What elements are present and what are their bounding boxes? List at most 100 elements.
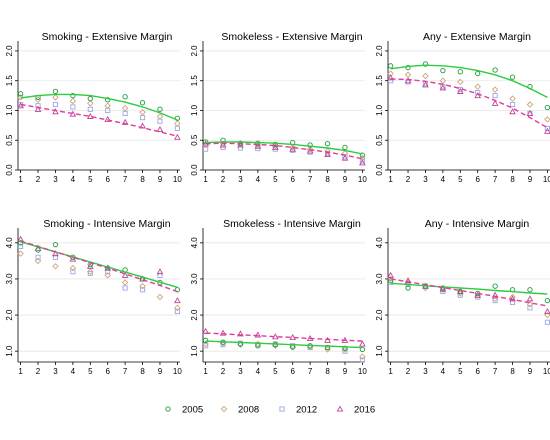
x-tick-label: 9	[343, 367, 348, 376]
y-tick-label: 3.0	[375, 273, 384, 285]
point-2016	[341, 154, 349, 161]
panel-3: Any - Extensive Margin 0.0 0.5 1.0 1.5 2.0 1 2 3…	[375, 31, 550, 184]
point-2016	[509, 108, 516, 115]
panel-5: Smokeless - Intensive Margin 1.0 2.0 3.0 4.0…	[190, 218, 367, 376]
panel-title: Any - Extensive Margin	[423, 31, 531, 43]
point-2008	[457, 78, 464, 86]
point-2008	[439, 77, 447, 84]
point-2005	[35, 247, 41, 253]
fit-line-2016	[205, 332, 363, 342]
point-2008	[17, 94, 24, 101]
point-2005	[342, 345, 348, 351]
point-2016	[86, 112, 94, 119]
point-2016	[156, 268, 164, 275]
x-tick-label: 3	[53, 367, 58, 376]
panel-4: Smoking - Intensive Margin 1.0 2.0 3.0 4.0 1 2…	[5, 218, 182, 376]
x-tick-label: 7	[308, 175, 313, 184]
point-2016	[174, 297, 181, 304]
point-2005	[122, 94, 128, 100]
legend-marker-2008	[220, 405, 228, 413]
fit-line-2005	[390, 64, 548, 99]
point-2016	[491, 99, 499, 106]
y-tick-label: 0.5	[5, 134, 14, 146]
legend-label: 2005	[182, 405, 203, 416]
x-tick-label: 7	[123, 367, 128, 376]
point-2012	[122, 285, 128, 291]
y-tick-label: 0.5	[375, 134, 384, 146]
point-2008	[237, 341, 244, 348]
point-2016	[456, 87, 464, 94]
y-tick-label: 3.0	[5, 273, 14, 285]
x-tick-label: 5	[88, 367, 93, 376]
y-tick-label: 1.0	[5, 345, 14, 357]
point-2012	[52, 254, 59, 260]
legend-label: 2012	[296, 405, 317, 416]
y-tick-label: 1.0	[190, 345, 199, 357]
point-2012	[139, 287, 146, 293]
point-2016	[289, 145, 297, 152]
x-tick-label: 10	[543, 367, 550, 376]
x-tick-label: 8	[140, 175, 145, 184]
point-2016	[52, 250, 59, 257]
point-2012	[35, 254, 41, 260]
x-tick-label: 1	[388, 175, 393, 184]
x-tick-label: 5	[88, 175, 93, 184]
point-2012	[87, 106, 93, 112]
point-2008	[87, 268, 94, 275]
point-2012	[157, 118, 163, 124]
point-2005	[405, 64, 411, 71]
point-2012	[174, 308, 180, 314]
x-tick-label: 5	[458, 175, 463, 184]
y-tick-label: 1.0	[375, 104, 384, 116]
point-2005	[139, 100, 146, 106]
point-2016	[324, 150, 331, 158]
point-2005	[52, 241, 59, 248]
x-tick-label: 6	[290, 367, 295, 376]
y-tick-label: 1.0	[190, 104, 199, 116]
point-2016	[387, 271, 394, 278]
x-tick-label: 2	[406, 175, 411, 184]
x-tick-label: 9	[343, 175, 348, 184]
point-2008	[121, 104, 129, 112]
point-2008	[491, 295, 499, 303]
x-tick-label: 10	[543, 175, 550, 184]
x-tick-label: 4	[256, 367, 261, 376]
panel-6: Any - Intensive Margin 1.0 2.0 3.0 4.0 1 2 3 4 5 6…	[375, 218, 550, 376]
x-tick-label: 2	[221, 175, 226, 184]
point-2016	[404, 277, 412, 284]
point-2005	[509, 74, 516, 80]
x-tick-label: 7	[493, 367, 498, 376]
point-2008	[272, 342, 279, 349]
point-2008	[289, 144, 296, 151]
point-2008	[491, 86, 499, 93]
point-2012	[492, 93, 498, 99]
x-tick-label: 1	[18, 175, 23, 184]
point-2016	[422, 81, 429, 88]
point-2016	[174, 133, 181, 140]
y-tick-label: 0.0	[375, 164, 384, 176]
point-2008	[87, 100, 94, 107]
point-2016	[254, 142, 262, 149]
panel-title: Smoking - Extensive Margin	[42, 31, 173, 43]
x-tick-label: 10	[358, 175, 367, 184]
y-tick-label: 2.0	[5, 45, 14, 57]
y-tick-label: 1.0	[5, 104, 14, 116]
point-2016	[254, 331, 262, 338]
point-2005	[405, 285, 411, 291]
point-2005	[157, 106, 163, 112]
point-2016	[544, 127, 550, 134]
point-2008	[52, 263, 59, 270]
point-2012	[220, 342, 226, 348]
point-2005	[237, 341, 244, 347]
panel-title: Smoking - Intensive Margin	[43, 218, 170, 230]
point-2016	[121, 271, 129, 278]
point-2016	[104, 115, 112, 122]
point-2016	[17, 102, 24, 109]
point-2016	[404, 77, 412, 84]
point-2008	[202, 340, 209, 348]
point-2005	[527, 287, 533, 293]
point-2016	[219, 141, 227, 148]
point-2008	[174, 304, 181, 312]
point-2016	[544, 307, 550, 314]
fit-line-2016	[20, 103, 178, 137]
